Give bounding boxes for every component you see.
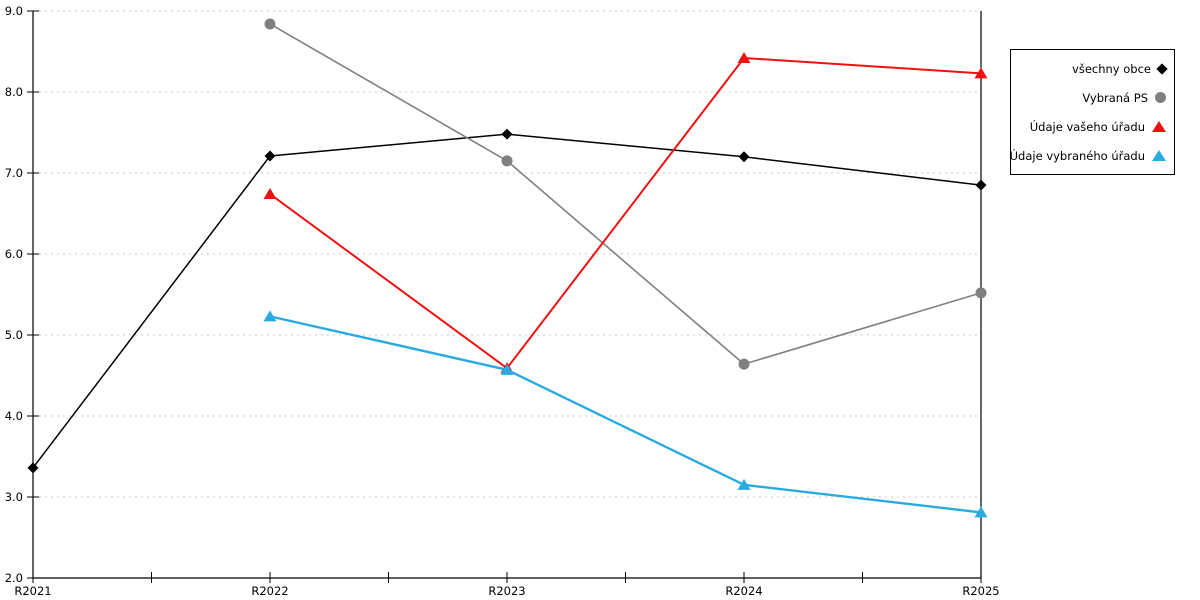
data-point-marker-udaje-vaseho-uradu (737, 51, 751, 63)
data-point-marker-udaje-vybraneho-uradu (974, 506, 988, 518)
x-tick-label: R2023 (488, 584, 525, 598)
data-point-marker-vsechny-obce (501, 128, 513, 140)
data-point-marker-vsechny-obce (27, 462, 39, 474)
y-tick-label: 3.0 (5, 490, 23, 504)
circle-marker-icon (1155, 92, 1166, 103)
x-tick-label: R2025 (962, 584, 999, 598)
legend-label: Údaje vybraného úřadu (1009, 148, 1145, 163)
legend-label: Vybraná PS (1082, 90, 1148, 105)
legend-label: Údaje vašeho úřadu (1029, 119, 1145, 134)
x-tick-label: R2024 (725, 584, 762, 598)
legend-item-udaje-vybraneho-uradu: Údaje vybraného úřadu (1010, 141, 1166, 170)
legend-label: všechny obce (1072, 61, 1151, 76)
data-point-marker-udaje-vaseho-uradu (263, 188, 277, 200)
data-point-marker-udaje-vybraneho-uradu (500, 363, 514, 375)
diamond-marker-icon (1156, 62, 1168, 75)
data-point-marker-vsechny-obce (264, 150, 276, 162)
y-tick-label: 9.0 (5, 4, 23, 18)
data-point-marker-vsechny-obce (738, 151, 750, 163)
y-tick-label: 5.0 (5, 328, 23, 342)
legend: všechny obce Vybraná PS Údaje vašeho úřa… (1010, 49, 1175, 175)
legend-item-udaje-vaseho-uradu: Údaje vašeho úřadu (1014, 112, 1166, 141)
data-point-marker-vybrana-ps (264, 18, 276, 30)
data-point-marker-udaje-vaseho-uradu (974, 67, 988, 79)
series-line-vsechny-obce (32, 133, 982, 469)
data-point-marker-udaje-vybraneho-uradu (263, 310, 277, 322)
y-tick-label: 4.0 (5, 409, 23, 423)
y-tick-label: 8.0 (5, 85, 23, 99)
legend-item-vybrana-ps: Vybraná PS (1014, 83, 1166, 112)
series-line-udaje-vybraneho-uradu (269, 315, 982, 514)
x-tick-label: R2022 (251, 584, 288, 598)
data-point-marker-vsechny-obce (975, 179, 987, 191)
y-tick-label: 7.0 (5, 166, 23, 180)
data-point-marker-udaje-vybraneho-uradu (737, 478, 751, 490)
data-point-marker-vybrana-ps (738, 358, 750, 370)
y-tick-label: 6.0 (5, 247, 23, 261)
data-point-marker-vybrana-ps (501, 155, 513, 167)
series-line-udaje-vaseho-uradu (269, 56, 982, 370)
data-point-marker-vybrana-ps (975, 287, 987, 299)
legend-item-vsechny-obce: všechny obce (1014, 54, 1168, 83)
y-tick-label: 2.0 (5, 571, 23, 585)
blue-triangle-marker-icon (1152, 150, 1166, 161)
x-tick-label: R2021 (14, 584, 51, 598)
series-line-vybrana-ps (269, 23, 982, 365)
red-triangle-marker-icon (1152, 121, 1166, 132)
